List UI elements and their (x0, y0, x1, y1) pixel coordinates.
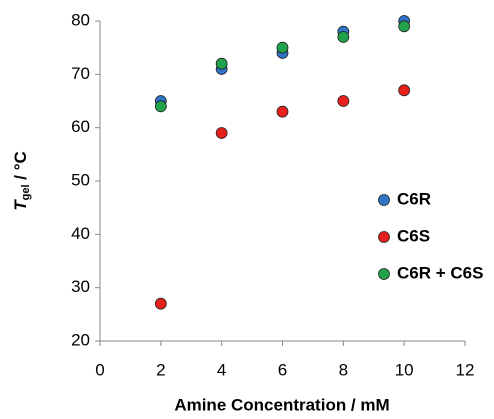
x-axis-label: Amine Concentration / mM (174, 395, 389, 414)
point (276, 41, 289, 54)
point (398, 84, 411, 97)
y-tick-label: 20 (71, 330, 90, 349)
x-tick-label: 4 (217, 360, 226, 379)
y-axis-label: Tgel / °C (11, 151, 31, 211)
y-tick-label: 60 (71, 117, 90, 136)
point (398, 20, 411, 33)
x-tick-label: 12 (456, 360, 475, 379)
y-label-main: T (11, 199, 30, 211)
point (337, 95, 350, 107)
legend-label: C6R (397, 189, 431, 208)
y-label-sub: gel (20, 184, 32, 200)
y-tick-label: 80 (71, 10, 90, 29)
point (337, 31, 350, 43)
x-tick-label: 6 (278, 360, 287, 379)
y-tick-label: 30 (71, 277, 90, 296)
y-tick-label: 70 (71, 64, 90, 83)
x-tick-label: 8 (339, 360, 348, 379)
x-tick-label: 2 (156, 360, 165, 379)
point (154, 100, 167, 113)
legend-label: C6S (397, 226, 430, 245)
point (154, 297, 167, 310)
y-tick-label: 40 (71, 224, 90, 243)
legend-marker (378, 194, 390, 206)
point (215, 57, 228, 70)
x-tick-label: 10 (395, 360, 414, 379)
legend-marker (378, 231, 390, 243)
y-tick-label: 50 (71, 170, 90, 189)
legend-label: C6R + C6S (397, 263, 483, 282)
y-label-rest: / °C (11, 151, 30, 184)
point (276, 105, 289, 118)
x-tick-label: 0 (95, 360, 104, 379)
legend-marker (378, 268, 390, 280)
point (215, 127, 228, 139)
